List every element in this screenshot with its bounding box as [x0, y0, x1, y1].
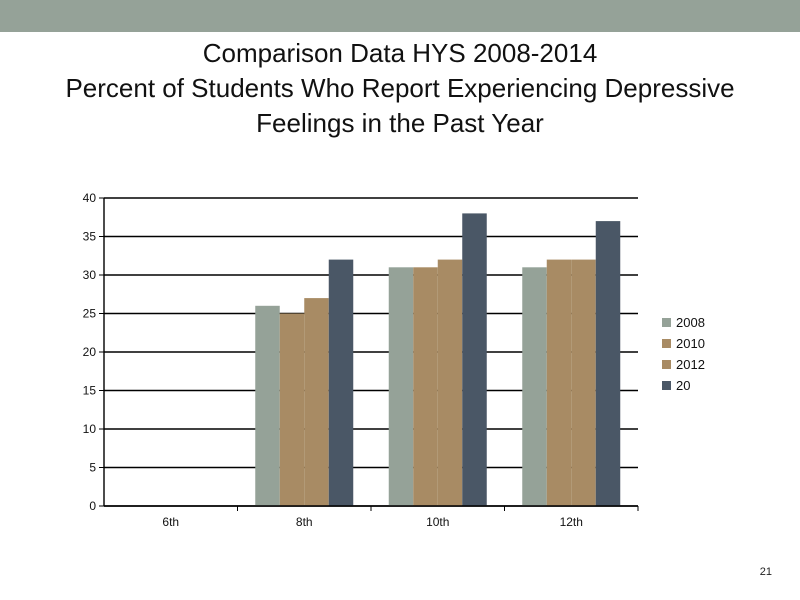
x-tick-label: 10th	[426, 515, 449, 529]
title-line-1: Comparison Data HYS 2008-2014	[202, 38, 598, 68]
y-tick-label: 35	[83, 230, 97, 244]
legend-label: 20	[676, 378, 690, 393]
title-line-2: Percent of Students Who Report Experienc…	[65, 73, 735, 103]
bar-2010-12th	[546, 259, 572, 506]
x-tick-label: 8th	[296, 515, 313, 529]
y-tick-label: 5	[89, 461, 96, 475]
header-band	[0, 0, 800, 32]
legend-swatch	[662, 381, 671, 390]
bar-20-8th	[328, 259, 354, 506]
y-tick-label: 15	[83, 384, 97, 398]
y-tick-label: 30	[83, 268, 97, 282]
title-line-3: Feelings in the Past Year	[256, 108, 544, 138]
legend-swatch	[662, 360, 671, 369]
y-tick-label: 20	[83, 345, 97, 359]
bar-2008-12th	[522, 267, 547, 506]
y-tick-label: 40	[83, 191, 97, 205]
x-tick-label: 12th	[560, 515, 583, 529]
y-tick-label: 25	[83, 307, 97, 321]
bar-2008-10th	[388, 267, 414, 506]
bar-2010-10th	[413, 267, 438, 506]
bar-2012-8th	[304, 298, 329, 506]
legend-swatch	[662, 339, 671, 348]
legend-label: 2008	[676, 315, 705, 330]
slide-title: Comparison Data HYS 2008-2014 Percent of…	[0, 36, 800, 141]
y-tick-label: 0	[89, 499, 96, 513]
legend-label: 2012	[676, 357, 705, 372]
bar-2010-8th	[279, 313, 305, 506]
page-number: 21	[759, 566, 772, 578]
bar-20-12th	[595, 221, 621, 506]
bar-20-10th	[462, 213, 487, 506]
bar-2012-10th	[437, 259, 463, 506]
bar-2012-12th	[571, 259, 596, 506]
bar-2008-8th	[255, 305, 280, 506]
legend-swatch	[662, 318, 671, 327]
x-tick-label: 6th	[162, 515, 179, 529]
legend-label: 2010	[676, 336, 705, 351]
y-tick-label: 10	[83, 422, 97, 436]
